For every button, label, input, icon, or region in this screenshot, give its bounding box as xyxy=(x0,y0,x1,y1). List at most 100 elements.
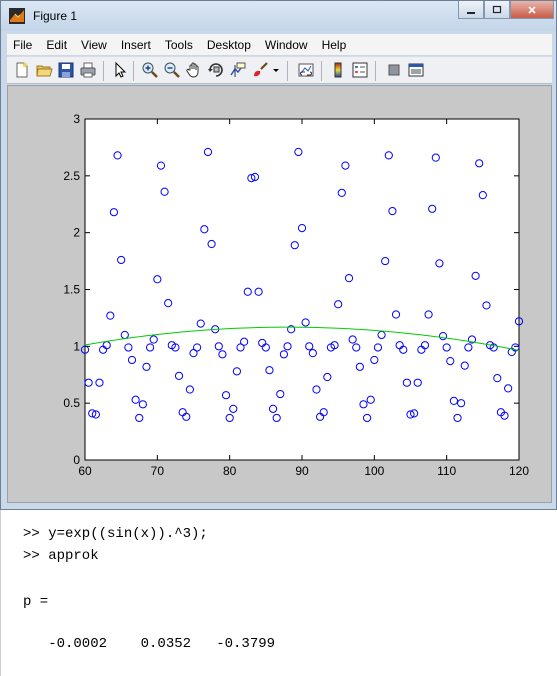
data-point[interactable] xyxy=(221,391,231,400)
show-plot-tools-icon[interactable] xyxy=(407,61,425,79)
data-point[interactable] xyxy=(312,385,321,394)
data-point[interactable] xyxy=(276,389,285,399)
figure-canvas[interactable]: 60 70 80 90 100 110 120 0 0.5 1 1.5 2 2.5 3 xyxy=(7,85,552,503)
legend-icon[interactable] xyxy=(351,61,369,79)
data-point[interactable] xyxy=(131,395,140,404)
data-point[interactable] xyxy=(214,342,223,351)
data-point[interactable] xyxy=(218,350,227,359)
data-point[interactable] xyxy=(225,413,234,423)
data-point[interactable] xyxy=(388,206,397,216)
close-button[interactable] xyxy=(510,1,554,19)
data-point[interactable] xyxy=(438,332,448,341)
data-point[interactable] xyxy=(514,317,524,326)
data-point[interactable] xyxy=(265,366,274,375)
data-point[interactable] xyxy=(272,413,281,423)
data-point[interactable] xyxy=(370,355,379,365)
data-point[interactable] xyxy=(319,408,328,417)
data-point[interactable] xyxy=(117,255,126,265)
data-point[interactable] xyxy=(243,287,252,296)
data-point[interactable] xyxy=(431,153,440,162)
data-point[interactable] xyxy=(193,343,202,352)
data-point[interactable] xyxy=(391,310,401,319)
data-point[interactable] xyxy=(261,343,270,352)
command-window[interactable]: >> y=exp((sin(x)).^3); >> approk p = -0.… xyxy=(0,510,557,676)
scatter-plot[interactable]: 60 70 80 90 100 110 120 0 0.5 1 1.5 2 2.5 3 xyxy=(8,86,551,502)
data-point[interactable] xyxy=(453,413,462,423)
data-point[interactable] xyxy=(240,337,249,346)
data-point[interactable] xyxy=(127,355,137,365)
data-point[interactable] xyxy=(352,343,361,352)
data-point[interactable] xyxy=(109,208,119,217)
data-point[interactable] xyxy=(247,174,256,183)
print-figure-icon[interactable] xyxy=(79,61,97,79)
data-point[interactable] xyxy=(384,151,393,160)
hide-plot-tools-icon[interactable] xyxy=(385,61,403,79)
menu-help[interactable]: Help xyxy=(321,37,347,52)
data-point[interactable] xyxy=(399,345,408,354)
data-point[interactable] xyxy=(135,413,144,423)
zoom-out-icon[interactable] xyxy=(163,61,181,79)
data-point[interactable] xyxy=(84,378,93,387)
save-figure-icon[interactable] xyxy=(57,61,75,79)
data-point[interactable] xyxy=(402,378,411,387)
data-point[interactable] xyxy=(95,378,104,387)
data-point[interactable] xyxy=(363,413,372,423)
data-point[interactable] xyxy=(203,147,213,157)
data-point[interactable] xyxy=(410,409,419,418)
data-point[interactable] xyxy=(467,335,477,344)
data-point[interactable] xyxy=(428,204,437,213)
data-point[interactable] xyxy=(337,188,346,197)
data-point[interactable] xyxy=(287,325,296,334)
data-point[interactable] xyxy=(138,400,147,409)
data-point[interactable] xyxy=(381,256,390,266)
data-point[interactable] xyxy=(464,343,473,352)
data-point[interactable] xyxy=(268,404,278,413)
data-point[interactable] xyxy=(200,225,209,234)
menu-window[interactable]: Window xyxy=(264,37,308,52)
data-point[interactable] xyxy=(156,161,166,170)
data-point[interactable] xyxy=(305,342,314,351)
data-point[interactable] xyxy=(478,191,487,200)
open-file-icon[interactable] xyxy=(35,61,53,79)
menu-tools[interactable]: Tools xyxy=(164,37,193,52)
data-point[interactable] xyxy=(344,274,354,283)
data-point[interactable] xyxy=(500,411,509,420)
data-point[interactable] xyxy=(424,310,433,319)
data-point[interactable] xyxy=(160,187,169,196)
data-point[interactable] xyxy=(420,341,430,350)
data-point[interactable] xyxy=(457,399,466,408)
data-point[interactable] xyxy=(446,357,455,366)
data-point[interactable] xyxy=(171,343,180,352)
data-point[interactable] xyxy=(106,311,115,320)
data-point[interactable] xyxy=(254,287,263,296)
data-point[interactable] xyxy=(290,241,299,250)
data-point[interactable] xyxy=(229,404,238,413)
pan-icon[interactable] xyxy=(185,61,203,79)
data-point[interactable] xyxy=(146,343,155,352)
data-point[interactable] xyxy=(174,371,184,380)
data-point[interactable] xyxy=(482,301,491,310)
data-point[interactable] xyxy=(236,343,245,352)
data-point[interactable] xyxy=(330,341,339,350)
data-point[interactable] xyxy=(308,349,317,358)
data-point[interactable] xyxy=(489,343,498,352)
link-plot-icon[interactable] xyxy=(297,61,315,79)
data-point[interactable] xyxy=(301,318,310,327)
data-point[interactable] xyxy=(88,409,97,418)
data-point[interactable] xyxy=(341,161,350,170)
data-point[interactable] xyxy=(80,345,90,354)
data-point[interactable] xyxy=(475,159,484,168)
data-point[interactable] xyxy=(207,239,216,249)
data-point[interactable] xyxy=(294,147,303,157)
title-bar[interactable]: Figure 1 xyxy=(1,1,556,31)
data-point[interactable] xyxy=(373,343,383,352)
menu-file[interactable]: File xyxy=(13,37,33,52)
menu-edit[interactable]: Edit xyxy=(46,37,68,52)
data-point[interactable] xyxy=(164,299,173,308)
data-point[interactable] xyxy=(149,335,158,344)
data-point[interactable] xyxy=(189,349,198,358)
rotate-3d-icon[interactable] xyxy=(207,61,225,79)
data-point[interactable] xyxy=(185,385,194,394)
data-point[interactable] xyxy=(91,410,100,419)
data-point[interactable] xyxy=(283,342,292,351)
